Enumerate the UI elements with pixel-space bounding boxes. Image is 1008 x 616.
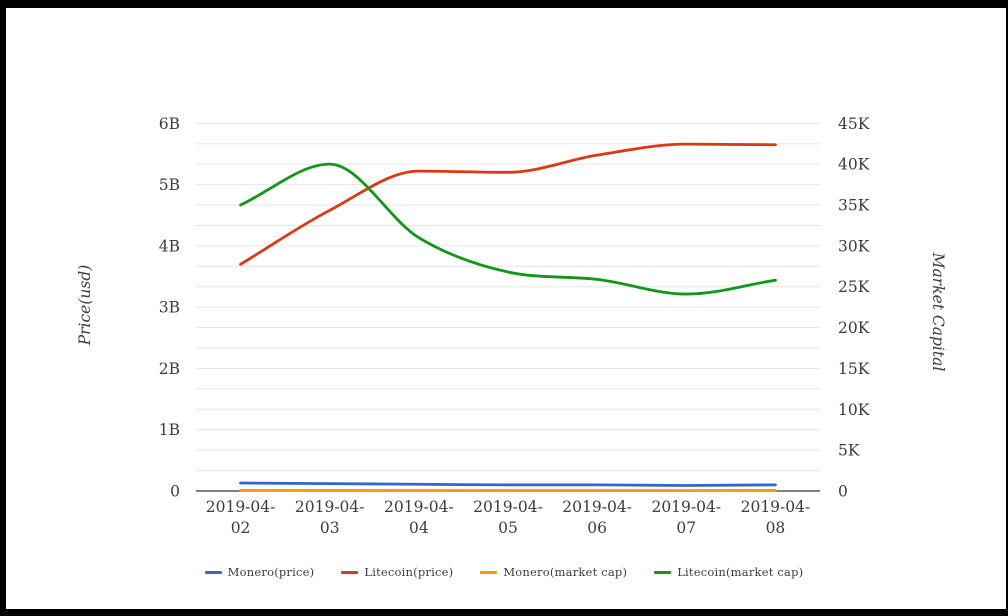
x-axis-tick-label-line2: 02 [231,519,251,537]
x-axis-tick-label-line1: 2019-04- [651,498,721,516]
right-axis-tick-label: 15K [838,360,870,378]
x-axis-tick-label-line1: 2019-04- [384,498,454,516]
right-axis-tick-label: 0 [838,483,848,501]
series-line-litecoin-market-cap[interactable] [239,162,777,296]
x-axis-tick-label-line2: 08 [766,519,786,537]
legend-marker-monero-market-cap [480,570,498,574]
series-line-monero-price[interactable] [239,481,777,487]
legend-item-monero-price[interactable]: Monero(price) [204,565,315,579]
x-axis-tick-label-line2: 05 [498,519,518,537]
series-line-litecoin-price[interactable] [239,142,777,266]
left-axis-title: Price(usd) [76,264,94,346]
legend-label: Monero(market cap) [503,565,628,579]
left-axis-tick-label: 3B [159,299,180,317]
right-axis-tick-label: 20K [838,319,870,337]
right-axis-tick-label: 40K [838,156,870,174]
right-axis-tick-label: 30K [838,237,870,255]
right-axis-tick-label: 45K [838,115,870,133]
chart-legend: Monero(price) Litecoin(price) Monero(marke… [0,565,1008,579]
left-axis-tick-label: 2B [159,360,180,378]
left-axis-tick-label: 1B [159,421,180,439]
left-axis-tick-label: 6B [159,115,180,133]
x-axis-tick-label-line2: 03 [320,519,340,537]
left-axis-tick-label: 0 [170,483,180,501]
right-axis-tick-label: 35K [838,197,870,215]
legend-item-monero-market-cap[interactable]: Monero(market cap) [480,565,627,579]
legend-label: Litecoin(market cap) [677,565,804,579]
x-axis-tick-label-line1: 2019-04- [562,498,632,516]
legend-marker-monero-price [204,570,222,574]
left-axis-tick-label: 5B [159,176,180,194]
x-axis-tick-label-line1: 2019-04- [206,498,276,516]
legend-marker-litecoin-market-cap [654,570,672,574]
right-axis-title: Market Capital [929,252,947,372]
x-axis-tick-label-line1: 2019-04- [473,498,543,516]
right-axis-tick-label: 25K [838,278,870,296]
x-axis-tick-label-line2: 04 [409,519,429,537]
x-axis-tick-label-line2: 06 [587,519,607,537]
legend-label: Litecoin(price) [364,565,454,579]
legend-label: Monero(price) [227,565,315,579]
legend-item-litecoin-market-cap[interactable]: Litecoin(market cap) [654,565,803,579]
right-axis-tick-label: 10K [838,401,870,419]
left-axis-tick-label: 4B [159,237,180,255]
legend-marker-litecoin-price [341,570,359,574]
x-axis-tick-label-line2: 07 [676,519,696,537]
legend-item-litecoin-price[interactable]: Litecoin(price) [341,565,453,579]
right-axis-tick-label: 5K [838,442,860,460]
x-axis-tick-label-line1: 2019-04- [295,498,365,516]
x-axis-tick-label-line1: 2019-04- [741,498,811,516]
